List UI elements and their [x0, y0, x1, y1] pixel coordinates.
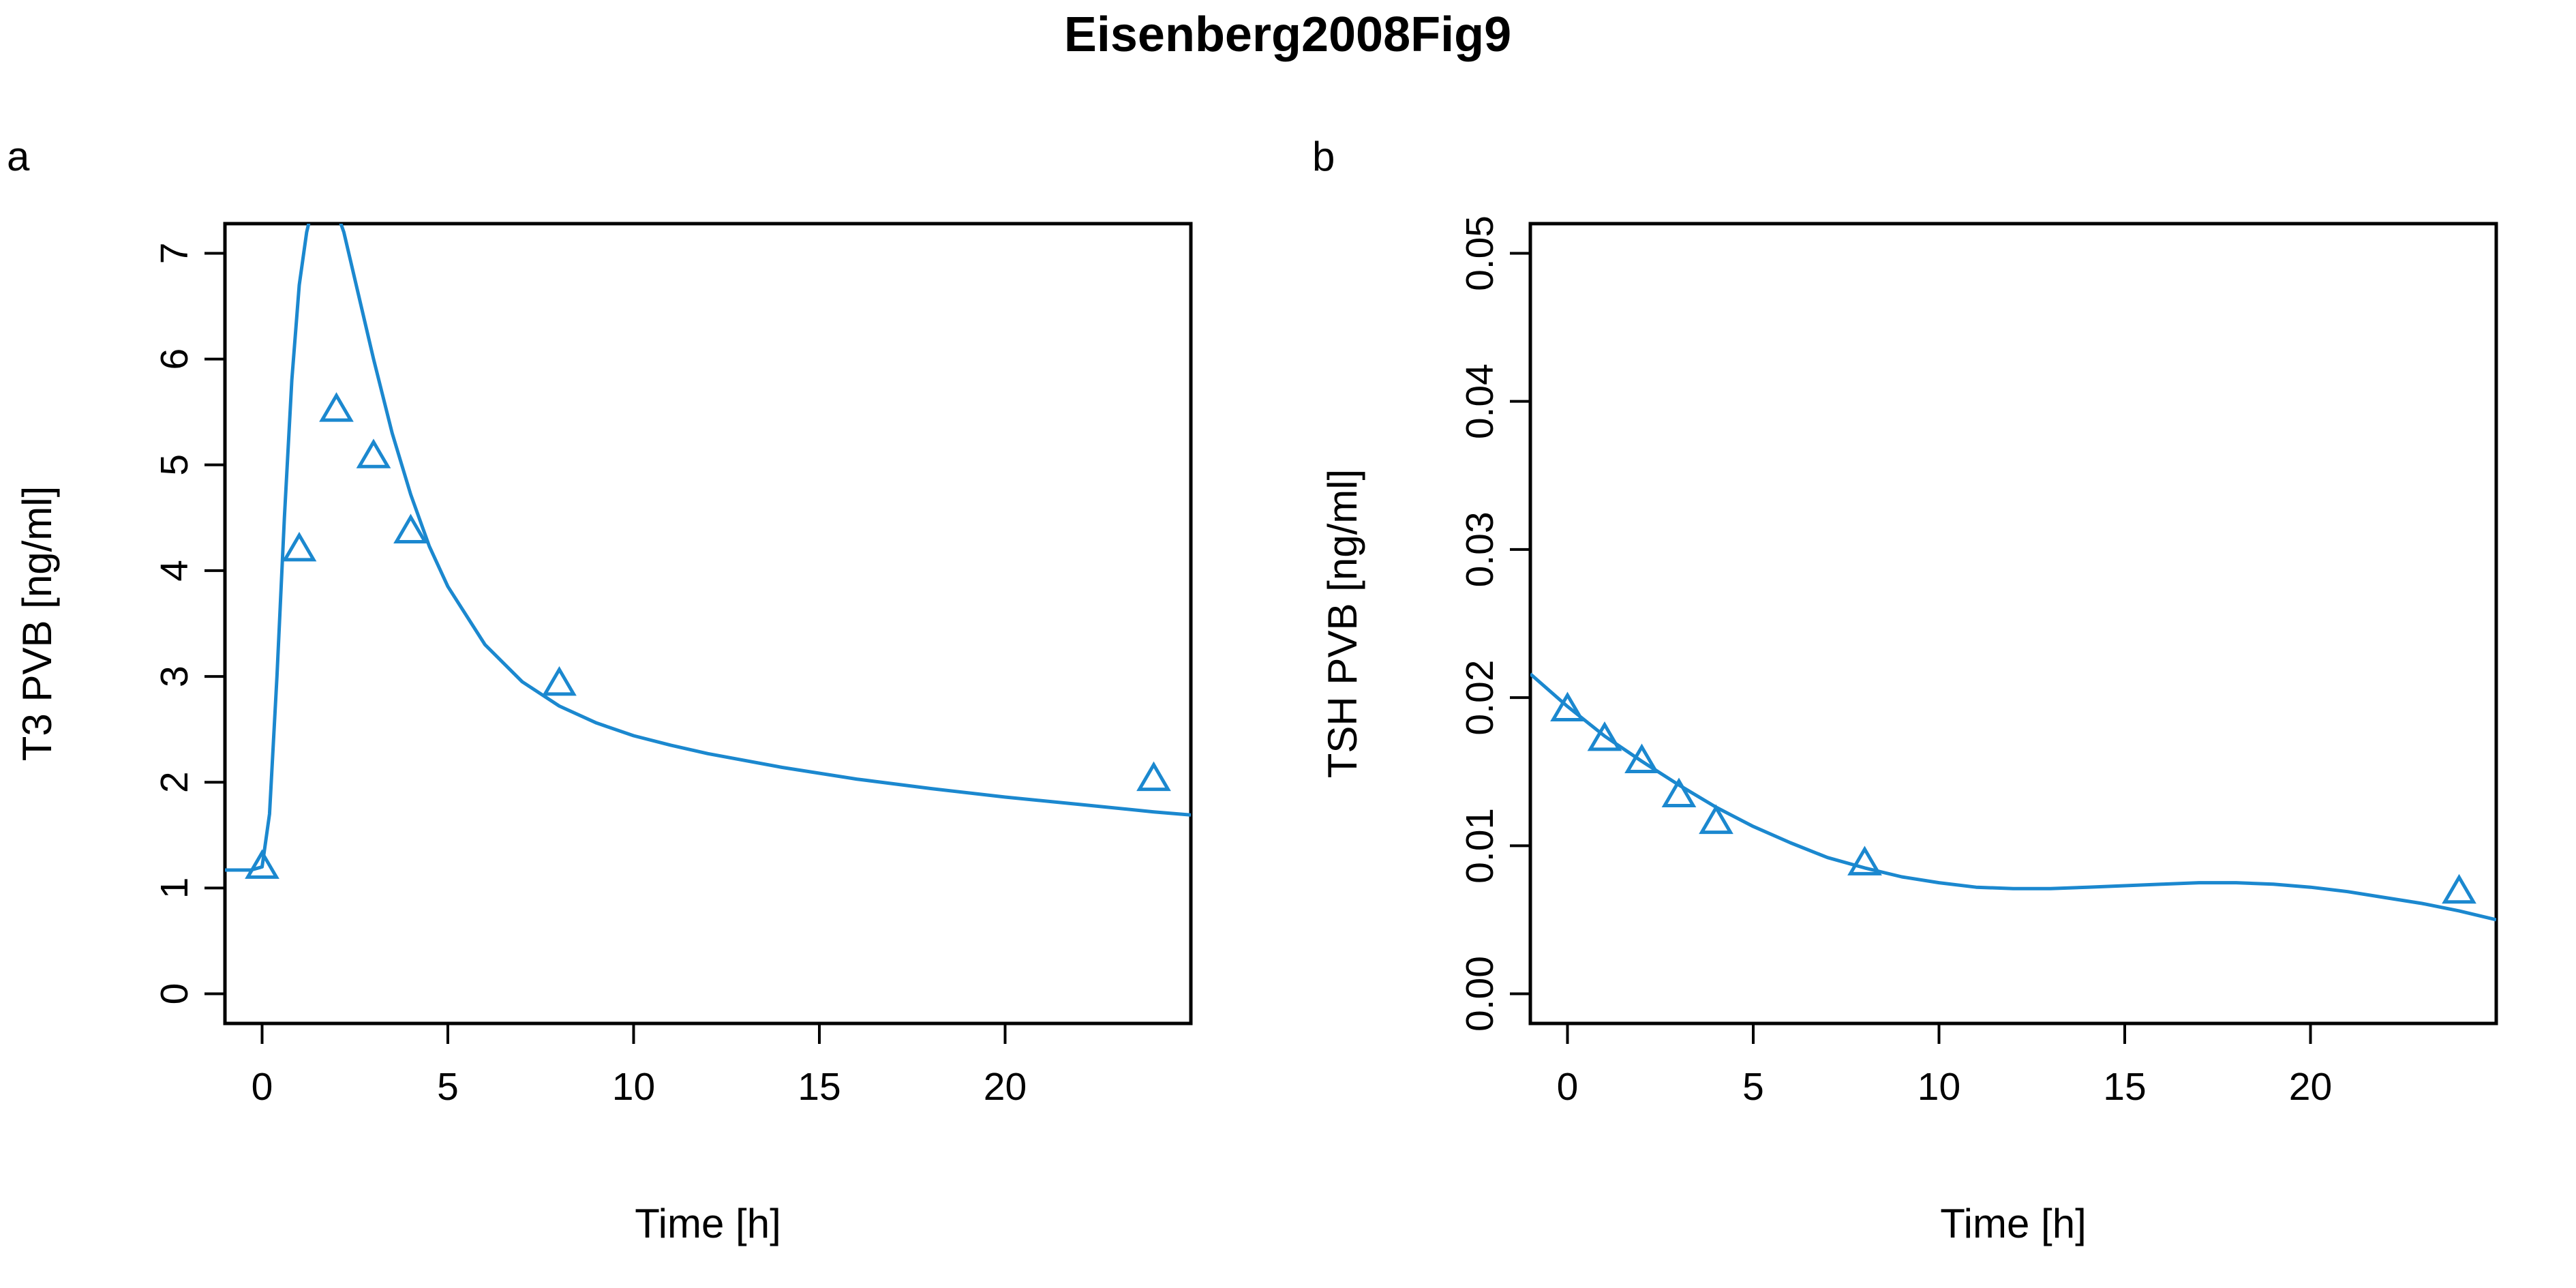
observed-point: [1699, 804, 1733, 835]
y-tick-label: 0.05: [1458, 215, 1502, 291]
observed-point: [1587, 721, 1622, 751]
y-tick-label: 0.02: [1458, 660, 1502, 736]
simulated-curve: [1530, 672, 2496, 922]
y-tick-label: 0.01: [1458, 808, 1502, 884]
x-tick-label: 10: [612, 1065, 655, 1109]
y-axis-title: T3 PVB [ng/ml]: [14, 486, 60, 761]
y-tick-label: 0.03: [1458, 511, 1502, 587]
y-tick-label: 0: [153, 983, 196, 1005]
observed-point: [1550, 691, 1585, 721]
y-tick-label: 0.04: [1458, 363, 1502, 439]
observed-point: [542, 665, 577, 696]
panel-label: b: [1312, 134, 1335, 179]
observed-point: [319, 392, 354, 422]
observed-point: [282, 531, 317, 562]
figure-title: Eisenberg2008Fig9: [1064, 8, 1511, 62]
x-tick-label: 0: [252, 1065, 273, 1109]
panel-a: a 0 5 10 15 20 0 1 2 3 4 5 6 7 Time [h] T3 PVB [ng/ml]: [7, 134, 1193, 1246]
observed-point: [1847, 845, 1882, 875]
y-tick-label: 5: [153, 454, 196, 476]
simulated-curve: [225, 224, 1191, 872]
observed-point: [356, 438, 391, 468]
observed-point: [1136, 761, 1171, 792]
x-tick-label: 0: [1557, 1065, 1579, 1109]
observed-point: [2442, 873, 2476, 904]
plot-frame: [1528, 222, 2498, 1025]
y-tick-label: 3: [153, 665, 196, 687]
y-tick-label: 2: [153, 771, 196, 793]
y-tick-label: 7: [153, 243, 196, 265]
x-axis-title: Time [h]: [635, 1201, 781, 1246]
x-tick-label: 5: [437, 1065, 459, 1109]
x-tick-label: 20: [2289, 1065, 2332, 1109]
y-tick-label: 0.00: [1458, 956, 1502, 1032]
x-tick-label: 20: [984, 1065, 1027, 1109]
y-axis-title: TSH PVB [ng/ml]: [1320, 469, 1365, 778]
x-tick-label: 10: [1918, 1065, 1960, 1109]
observed-point: [393, 513, 428, 543]
observed-point: [245, 849, 279, 879]
panel-label: a: [7, 134, 30, 179]
x-tick-label: 5: [1742, 1065, 1764, 1109]
observed-point: [1661, 777, 1697, 807]
observed-point: [1624, 743, 1659, 773]
x-axis-title: Time [h]: [1940, 1201, 2086, 1246]
x-tick-label: 15: [2103, 1065, 2146, 1109]
panel-b: b 0 5 10 15 20 0.00 0.01 0.02 0.03 0.04 0.05 Time [h…: [1312, 134, 2498, 1246]
y-tick-label: 6: [153, 348, 196, 370]
y-tick-label: 4: [153, 560, 196, 582]
x-tick-label: 15: [798, 1065, 840, 1109]
y-tick-label: 1: [153, 878, 196, 899]
